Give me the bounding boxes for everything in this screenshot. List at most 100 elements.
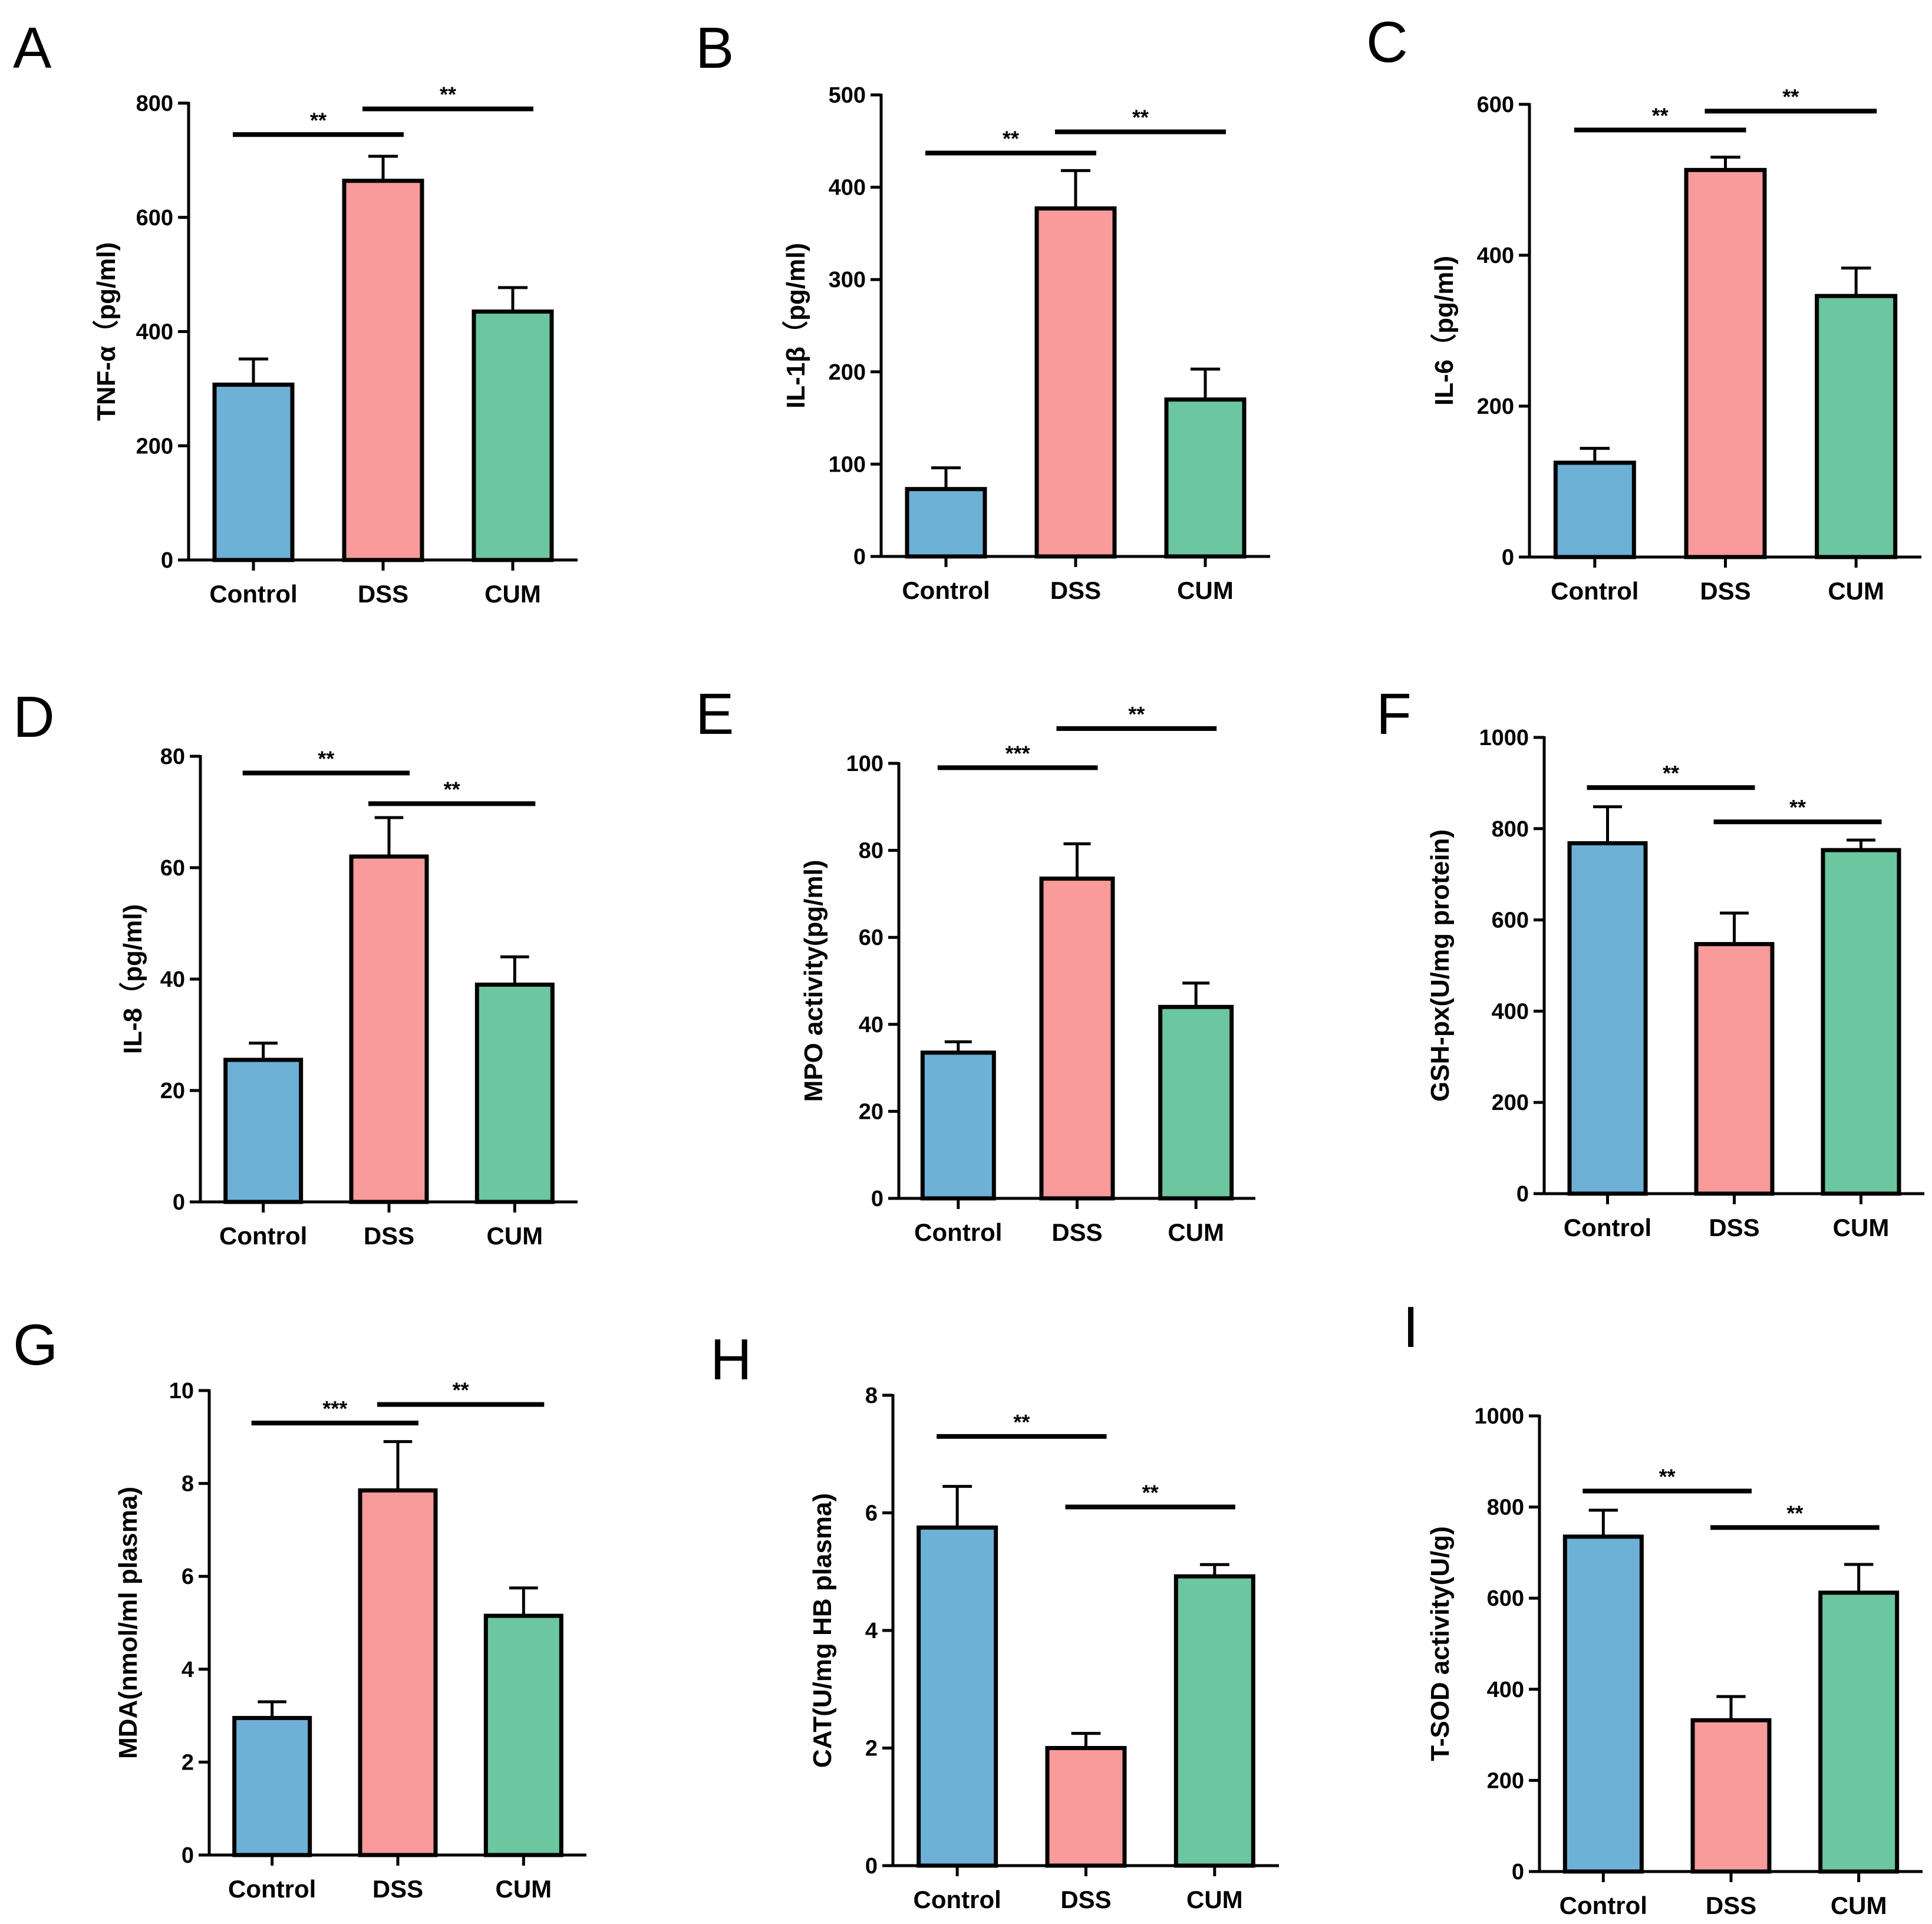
panel-i: I 0 200 400 600 800 1000 Control DSS CUM T-SOD act… [1403, 1294, 1923, 1919]
y-tick-label: 20 [160, 1079, 185, 1103]
y-tick-label: 400 [829, 176, 866, 200]
x-tick-label: DSS [1706, 1892, 1756, 1919]
bar-dss [1690, 1718, 1772, 1874]
y-tick-label: 600 [136, 206, 173, 230]
x-tick-label: DSS [1050, 576, 1101, 604]
y-tick-label: 300 [829, 268, 866, 292]
y-axis-title: T-SOD activity(U/g) [1426, 1526, 1455, 1761]
bar-control [905, 487, 987, 559]
y-tick-label: 2 [182, 1750, 194, 1775]
x-tick-label: CUM [1831, 1892, 1887, 1919]
y-tick-label: 0 [173, 1190, 185, 1215]
significance-label: ** [440, 83, 456, 107]
panel-g: G 0 2 4 6 8 10 Control DSS CUM MDA(nmol/ml plasma)… [13, 1312, 586, 1903]
bar-control [916, 1525, 998, 1868]
x-tick-label: Control [914, 1218, 1002, 1246]
x-tick-label: Control [914, 1886, 1001, 1913]
y-tick-label: 200 [1492, 1091, 1529, 1115]
bar-cum [1818, 1590, 1900, 1874]
bar-control [223, 1057, 304, 1204]
x-tick-label: CUM [1833, 1214, 1890, 1241]
bar-dss [1684, 167, 1767, 559]
x-tick-label: CUM [1828, 577, 1884, 605]
y-tick-label: 0 [853, 545, 866, 569]
significance-label: ** [1782, 85, 1799, 109]
bar-cum [483, 1613, 563, 1857]
x-tick-label: CUM [496, 1875, 552, 1903]
y-tick-label: 200 [1487, 1768, 1524, 1793]
y-axis-title: MDA(nmol/ml plasma) [114, 1487, 143, 1759]
y-axis-title: MPO activity(pg/ml) [799, 860, 828, 1102]
y-tick-label: 100 [829, 452, 866, 477]
x-tick-label: Control [1551, 577, 1638, 605]
significance-label: *** [322, 1396, 347, 1421]
bar-dss [1694, 942, 1775, 1196]
bar-dss [349, 854, 429, 1204]
significance-label: ** [1652, 104, 1669, 128]
panel-d: D 0 20 40 60 80 Control DSS CUM IL-8（pg/ml) ** ** [13, 684, 578, 1250]
y-tick-label: 2 [865, 1737, 878, 1761]
significance-label: ** [1659, 1465, 1676, 1489]
significance-label: ** [1128, 702, 1145, 726]
y-tick-label: 200 [136, 434, 173, 459]
x-tick-label: DSS [372, 1875, 423, 1903]
panel-letter: F [1376, 681, 1412, 746]
panel-h: H 0 2 4 6 8 Control DSS CUM CAT(U/mg HB plasma) **… [710, 1327, 1279, 1913]
y-tick-label: 400 [1492, 999, 1529, 1024]
y-tick-label: 60 [160, 856, 185, 881]
x-tick-label: CUM [1168, 1218, 1224, 1246]
y-tick-label: 600 [1487, 1586, 1524, 1611]
y-tick-label: 0 [1512, 1860, 1524, 1885]
significance-label: ** [310, 108, 327, 132]
panel-letter: D [13, 684, 55, 749]
x-tick-label: Control [1564, 1214, 1651, 1241]
y-tick-label: 4 [865, 1619, 878, 1643]
x-tick-label: DSS [364, 1222, 414, 1250]
x-tick-label: Control [209, 580, 297, 608]
y-tick-label: 400 [1487, 1678, 1524, 1702]
panel-letter: G [13, 1312, 58, 1377]
significance-label: ** [1789, 795, 1806, 819]
bar-control [1562, 1534, 1644, 1874]
x-tick-label: Control [219, 1222, 307, 1250]
significance-label: ** [1003, 127, 1019, 151]
significance-label: *** [1005, 741, 1030, 765]
bar-dss [342, 179, 424, 562]
bar-control [1567, 841, 1648, 1196]
bar-cum [1821, 848, 1901, 1196]
y-tick-label: 40 [160, 967, 185, 992]
y-tick-label: 800 [1487, 1495, 1524, 1520]
panel-letter: E [695, 681, 734, 746]
y-tick-label: 600 [1492, 908, 1529, 933]
y-axis-title: CAT(U/mg HB plasma) [808, 1493, 837, 1768]
x-tick-label: DSS [1700, 577, 1750, 605]
bar-cum [1164, 397, 1247, 559]
panel-e: E 0 20 40 60 80 100 Control DSS CUM MPO activity(p… [695, 681, 1255, 1246]
y-tick-label: 1000 [1479, 726, 1529, 750]
panel-a: A 0 200 400 600 800 Control DSS CUM TNF-α（pg/ml) *… [13, 15, 578, 608]
bar-cum [1815, 294, 1898, 559]
y-tick-label: 100 [846, 752, 883, 776]
bar-cum [1158, 1004, 1234, 1201]
panel-letter: A [13, 15, 52, 80]
y-tick-label: 600 [1477, 93, 1514, 117]
y-tick-label: 0 [1516, 1182, 1529, 1207]
panel-letter: H [710, 1327, 752, 1392]
x-tick-label: CUM [1186, 1886, 1243, 1913]
significance-label: ** [453, 1378, 469, 1402]
y-tick-label: 10 [169, 1379, 194, 1404]
y-tick-label: 8 [182, 1472, 194, 1497]
panel-letter: C [1366, 9, 1408, 74]
y-tick-label: 40 [859, 1013, 883, 1037]
panel-f: F 0 200 400 600 800 1000 Control DSS CUM GSH-px(U/… [1376, 681, 1924, 1241]
x-tick-label: DSS [358, 580, 408, 608]
x-tick-label: Control [1560, 1892, 1647, 1919]
significance-label: ** [1663, 761, 1679, 785]
y-tick-label: 6 [182, 1564, 194, 1589]
significance-label: ** [1013, 1410, 1030, 1434]
significance-label: ** [444, 777, 460, 801]
y-tick-label: 8 [865, 1383, 878, 1408]
panel-b: B 0 100 200 300 400 500 Control DSS CUM IL-1β（pg/m… [695, 15, 1270, 604]
x-tick-label: CUM [487, 1222, 543, 1250]
